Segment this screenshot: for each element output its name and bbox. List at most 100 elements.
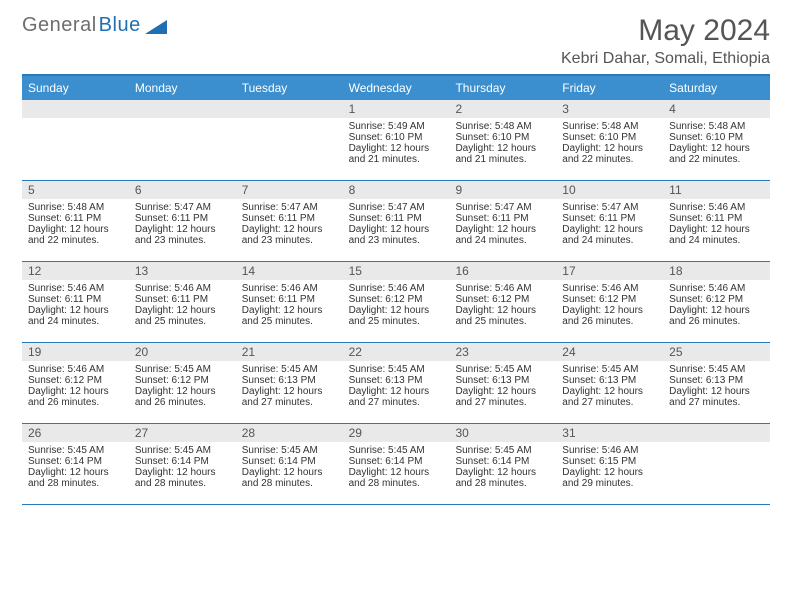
- daylight-text: Daylight: 12 hours and 27 minutes.: [455, 386, 550, 408]
- sunrise-text: Sunrise: 5:46 AM: [562, 445, 657, 456]
- week-row: 567891011Sunrise: 5:48 AMSunset: 6:11 PM…: [22, 181, 770, 262]
- sunrise-text: Sunrise: 5:47 AM: [562, 202, 657, 213]
- daylight-text: Daylight: 12 hours and 28 minutes.: [349, 467, 444, 489]
- title-block: May 2024 Kebri Dahar, Somali, Ethiopia: [561, 14, 770, 68]
- daylight-text: Daylight: 12 hours and 28 minutes.: [135, 467, 230, 489]
- day-number: 21: [236, 343, 343, 361]
- sunset-text: Sunset: 6:11 PM: [562, 213, 657, 224]
- logo-triangle-icon: [145, 18, 167, 34]
- week-row: 19202122232425Sunrise: 5:46 AMSunset: 6:…: [22, 343, 770, 424]
- sunrise-text: Sunrise: 5:45 AM: [349, 364, 444, 375]
- day-number: [22, 100, 129, 118]
- day-number: 8: [343, 181, 450, 199]
- daylight-text: Daylight: 12 hours and 24 minutes.: [669, 224, 764, 246]
- sunset-text: Sunset: 6:13 PM: [242, 375, 337, 386]
- sunrise-text: Sunrise: 5:48 AM: [669, 121, 764, 132]
- daylight-text: Daylight: 12 hours and 23 minutes.: [135, 224, 230, 246]
- day-cell: Sunrise: 5:49 AMSunset: 6:10 PMDaylight:…: [343, 118, 450, 180]
- daybody-row: Sunrise: 5:46 AMSunset: 6:12 PMDaylight:…: [22, 361, 770, 423]
- day-cell: [236, 118, 343, 180]
- daybody-row: Sunrise: 5:46 AMSunset: 6:11 PMDaylight:…: [22, 280, 770, 342]
- day-number: 5: [22, 181, 129, 199]
- sunrise-text: Sunrise: 5:48 AM: [455, 121, 550, 132]
- daylight-text: Daylight: 12 hours and 26 minutes.: [135, 386, 230, 408]
- sunset-text: Sunset: 6:11 PM: [455, 213, 550, 224]
- day-number: 17: [556, 262, 663, 280]
- sunset-text: Sunset: 6:11 PM: [135, 213, 230, 224]
- sunset-text: Sunset: 6:13 PM: [669, 375, 764, 386]
- sunset-text: Sunset: 6:12 PM: [669, 294, 764, 305]
- sunrise-text: Sunrise: 5:46 AM: [28, 283, 123, 294]
- day-number: 24: [556, 343, 663, 361]
- daybody-row: Sunrise: 5:49 AMSunset: 6:10 PMDaylight:…: [22, 118, 770, 180]
- daynum-row: 567891011: [22, 181, 770, 199]
- daylight-text: Daylight: 12 hours and 23 minutes.: [349, 224, 444, 246]
- sunrise-text: Sunrise: 5:45 AM: [562, 364, 657, 375]
- day-number: 14: [236, 262, 343, 280]
- weekday-header: Sunday: [22, 76, 129, 100]
- day-cell: Sunrise: 5:45 AMSunset: 6:13 PMDaylight:…: [556, 361, 663, 423]
- sunrise-text: Sunrise: 5:45 AM: [455, 445, 550, 456]
- daylight-text: Daylight: 12 hours and 28 minutes.: [28, 467, 123, 489]
- daylight-text: Daylight: 12 hours and 21 minutes.: [349, 143, 444, 165]
- day-cell: Sunrise: 5:46 AMSunset: 6:11 PMDaylight:…: [236, 280, 343, 342]
- week-row: 262728293031Sunrise: 5:45 AMSunset: 6:14…: [22, 424, 770, 505]
- sunset-text: Sunset: 6:13 PM: [455, 375, 550, 386]
- day-cell: Sunrise: 5:47 AMSunset: 6:11 PMDaylight:…: [236, 199, 343, 261]
- sunset-text: Sunset: 6:10 PM: [455, 132, 550, 143]
- day-cell: [663, 442, 770, 504]
- day-number: 19: [22, 343, 129, 361]
- day-number: [236, 100, 343, 118]
- sunset-text: Sunset: 6:10 PM: [349, 132, 444, 143]
- day-cell: Sunrise: 5:46 AMSunset: 6:12 PMDaylight:…: [663, 280, 770, 342]
- logo: GeneralBlue: [22, 14, 167, 37]
- day-number: 29: [343, 424, 450, 442]
- sunrise-text: Sunrise: 5:47 AM: [242, 202, 337, 213]
- sunrise-text: Sunrise: 5:45 AM: [135, 445, 230, 456]
- day-cell: Sunrise: 5:45 AMSunset: 6:14 PMDaylight:…: [129, 442, 236, 504]
- daynum-row: 19202122232425: [22, 343, 770, 361]
- calendar: Sunday Monday Tuesday Wednesday Thursday…: [22, 74, 770, 505]
- day-number: [129, 100, 236, 118]
- day-cell: Sunrise: 5:47 AMSunset: 6:11 PMDaylight:…: [449, 199, 556, 261]
- daylight-text: Daylight: 12 hours and 27 minutes.: [669, 386, 764, 408]
- sunrise-text: Sunrise: 5:45 AM: [669, 364, 764, 375]
- day-cell: Sunrise: 5:45 AMSunset: 6:14 PMDaylight:…: [22, 442, 129, 504]
- daynum-row: 262728293031: [22, 424, 770, 442]
- week-row: 1234Sunrise: 5:49 AMSunset: 6:10 PMDayli…: [22, 100, 770, 181]
- sunrise-text: Sunrise: 5:46 AM: [455, 283, 550, 294]
- sunset-text: Sunset: 6:11 PM: [28, 294, 123, 305]
- sunrise-text: Sunrise: 5:46 AM: [669, 202, 764, 213]
- sunrise-text: Sunrise: 5:47 AM: [349, 202, 444, 213]
- day-number: 15: [343, 262, 450, 280]
- daynum-row: 1234: [22, 100, 770, 118]
- sunset-text: Sunset: 6:12 PM: [562, 294, 657, 305]
- daylight-text: Daylight: 12 hours and 24 minutes.: [562, 224, 657, 246]
- day-number: 23: [449, 343, 556, 361]
- logo-text-2: Blue: [99, 14, 141, 37]
- day-cell: Sunrise: 5:48 AMSunset: 6:10 PMDaylight:…: [663, 118, 770, 180]
- daylight-text: Daylight: 12 hours and 26 minutes.: [669, 305, 764, 327]
- sunrise-text: Sunrise: 5:49 AM: [349, 121, 444, 132]
- sunset-text: Sunset: 6:13 PM: [562, 375, 657, 386]
- day-cell: Sunrise: 5:46 AMSunset: 6:12 PMDaylight:…: [556, 280, 663, 342]
- sunrise-text: Sunrise: 5:46 AM: [135, 283, 230, 294]
- daylight-text: Daylight: 12 hours and 29 minutes.: [562, 467, 657, 489]
- day-cell: Sunrise: 5:45 AMSunset: 6:13 PMDaylight:…: [236, 361, 343, 423]
- calendar-page: GeneralBlue May 2024 Kebri Dahar, Somali…: [0, 0, 792, 519]
- sunrise-text: Sunrise: 5:46 AM: [242, 283, 337, 294]
- weeks-container: 1234Sunrise: 5:49 AMSunset: 6:10 PMDayli…: [22, 100, 770, 505]
- sunrise-text: Sunrise: 5:48 AM: [28, 202, 123, 213]
- day-cell: Sunrise: 5:47 AMSunset: 6:11 PMDaylight:…: [129, 199, 236, 261]
- day-cell: Sunrise: 5:46 AMSunset: 6:11 PMDaylight:…: [22, 280, 129, 342]
- sunset-text: Sunset: 6:14 PM: [28, 456, 123, 467]
- daylight-text: Daylight: 12 hours and 27 minutes.: [242, 386, 337, 408]
- day-cell: Sunrise: 5:48 AMSunset: 6:11 PMDaylight:…: [22, 199, 129, 261]
- day-cell: Sunrise: 5:46 AMSunset: 6:11 PMDaylight:…: [663, 199, 770, 261]
- day-cell: Sunrise: 5:46 AMSunset: 6:12 PMDaylight:…: [22, 361, 129, 423]
- day-number: 16: [449, 262, 556, 280]
- sunset-text: Sunset: 6:10 PM: [562, 132, 657, 143]
- sunset-text: Sunset: 6:12 PM: [455, 294, 550, 305]
- week-row: 12131415161718Sunrise: 5:46 AMSunset: 6:…: [22, 262, 770, 343]
- sunset-text: Sunset: 6:14 PM: [455, 456, 550, 467]
